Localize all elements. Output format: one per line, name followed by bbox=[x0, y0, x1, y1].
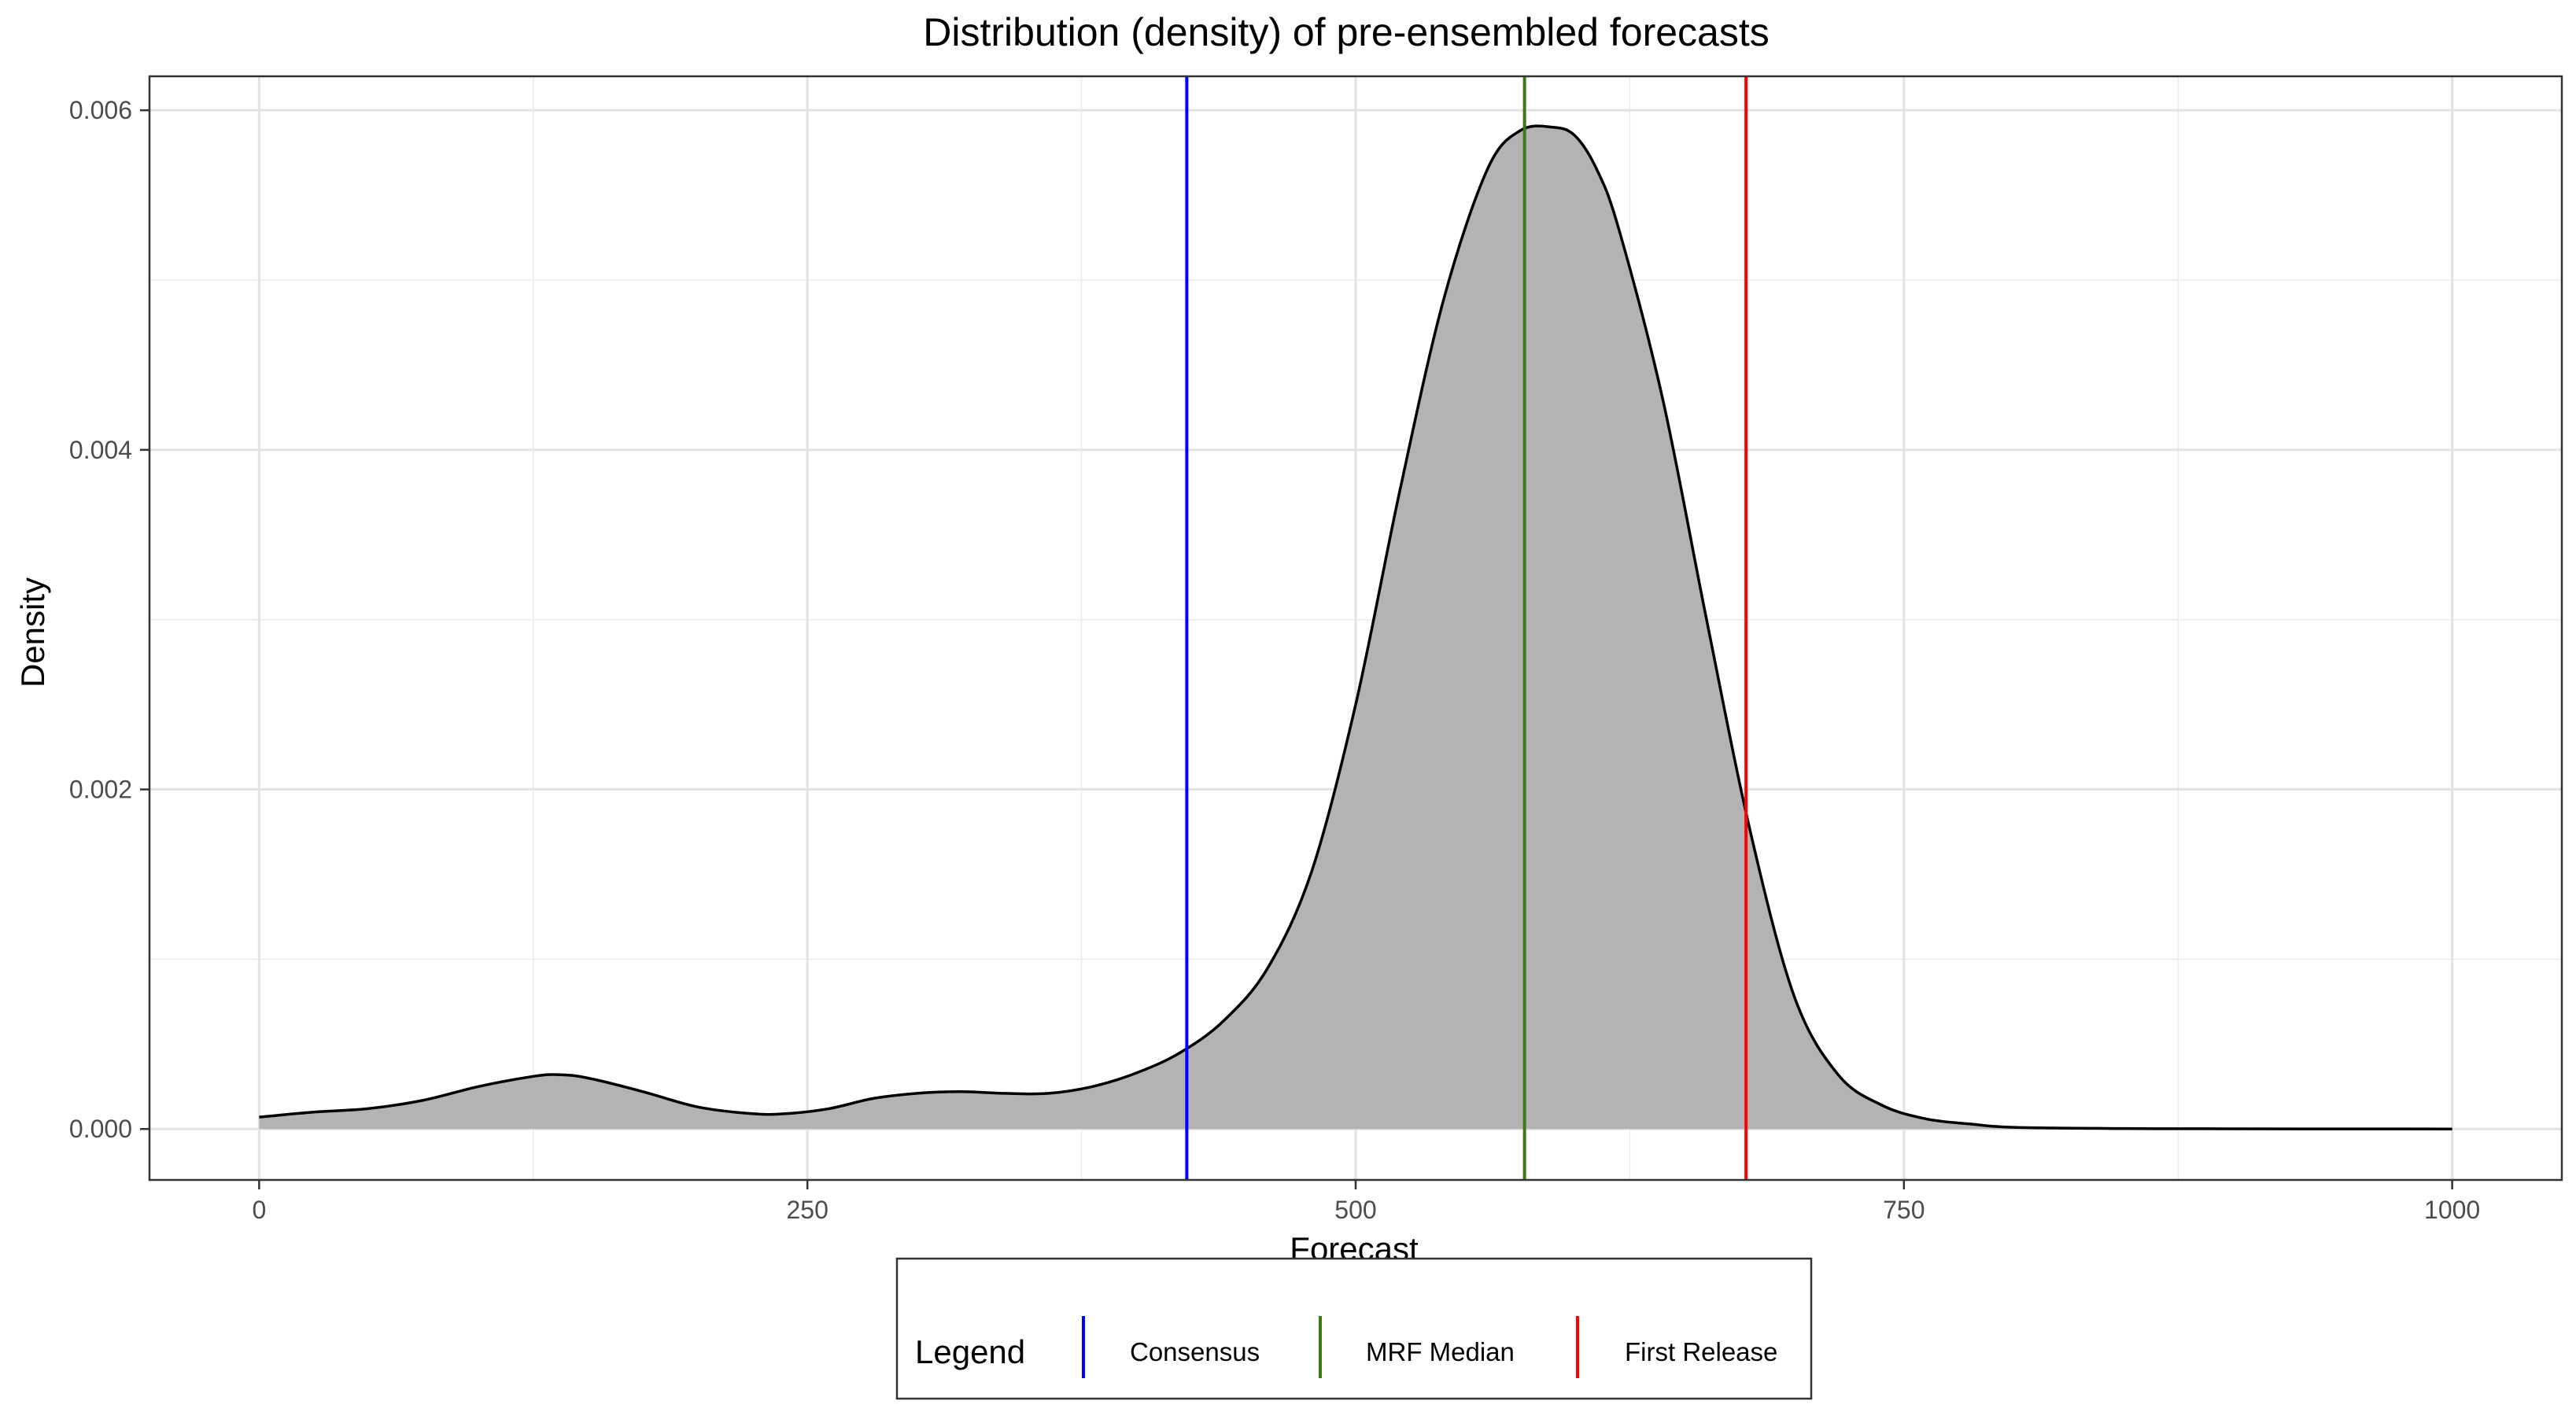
legend-items: Consensus MRF Median First Release bbox=[1082, 1316, 1777, 1378]
legend-label-consensus: Consensus bbox=[1130, 1337, 1260, 1366]
chart-title: Distribution (density) of pre-ensembled … bbox=[923, 10, 1769, 54]
y-tick-label: 0.004 bbox=[69, 436, 132, 464]
x-tick-label: 750 bbox=[1883, 1196, 1925, 1224]
y-axis-title: Density bbox=[14, 577, 51, 688]
legend-label-mrf-median: MRF Median bbox=[1366, 1337, 1515, 1366]
x-tick-label: 500 bbox=[1334, 1196, 1376, 1224]
density-area bbox=[259, 126, 2452, 1130]
y-tick-label: 0.000 bbox=[69, 1115, 132, 1143]
density-area-layer bbox=[259, 124, 2452, 1130]
legend: Legend Consensus MRF Median First Release bbox=[895, 1257, 1813, 1400]
x-tick-label: 250 bbox=[786, 1196, 828, 1224]
legend-title: Legend bbox=[915, 1333, 1025, 1370]
y-tick-label: 0.002 bbox=[69, 776, 132, 804]
reference-lines-layer bbox=[1185, 76, 1748, 1180]
x-tick-label: 0 bbox=[252, 1196, 266, 1224]
density-curve bbox=[259, 124, 2452, 1130]
tick-layer: 0 250 500 750 1000 0.000 0.002 0.004 0.006 bbox=[69, 96, 2480, 1224]
legend-label-first-release: First Release bbox=[1625, 1337, 1777, 1366]
legend-box bbox=[895, 1257, 1813, 1400]
x-tick-label: 1000 bbox=[2424, 1196, 2480, 1224]
y-tick-label: 0.006 bbox=[69, 96, 132, 124]
